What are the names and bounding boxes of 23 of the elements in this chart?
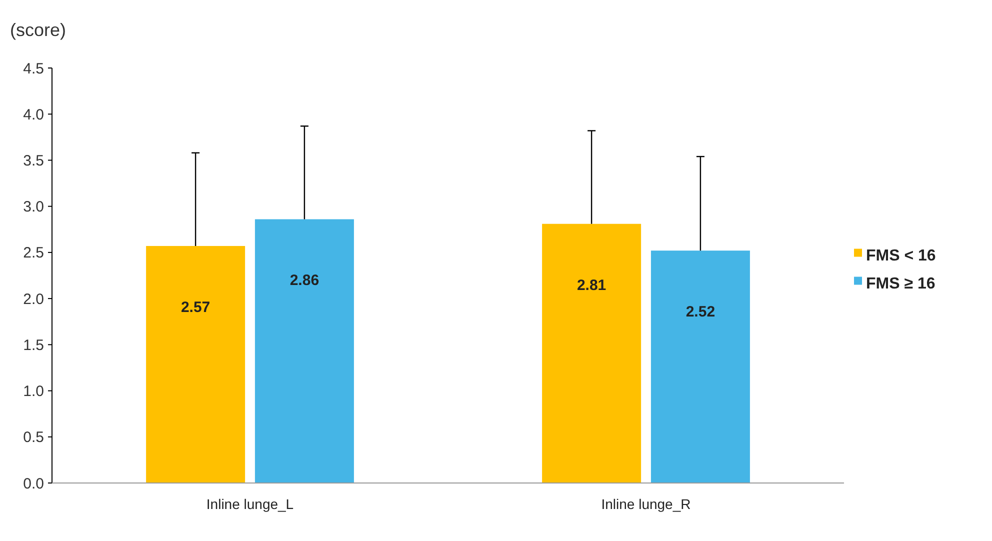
y-tick-label: 2.5 [23, 244, 44, 262]
y-tick-label: 4.5 [23, 60, 44, 78]
legend-label: FMS ≥ 16 [866, 275, 936, 292]
x-tick-label: Inline lunge_R [601, 496, 691, 512]
data-label: 2.57 [180, 298, 210, 316]
bar [542, 224, 642, 483]
data-label: 2.86 [290, 272, 320, 290]
x-tick-label: Inline lunge_L [206, 496, 294, 512]
y-tick-label: 3.5 [23, 152, 44, 170]
y-tick-label: 4.0 [23, 106, 44, 124]
y-tick-label: 1.0 [23, 383, 44, 400]
y-tick-label: 2.0 [23, 290, 44, 308]
data-label: 2.81 [576, 276, 606, 294]
data-label: 2.52 [686, 304, 716, 321]
legend-label: FMS < 16 [866, 247, 936, 264]
y-axis-title: (score) [10, 20, 66, 40]
y-tick-label: 1.5 [23, 336, 44, 354]
bar [146, 246, 246, 483]
y-tick-label: 0.5 [23, 429, 44, 446]
bar [254, 219, 354, 483]
y-tick-label: 0.0 [23, 475, 44, 492]
bar [650, 250, 750, 483]
y-tick-label: 3.0 [23, 198, 44, 216]
